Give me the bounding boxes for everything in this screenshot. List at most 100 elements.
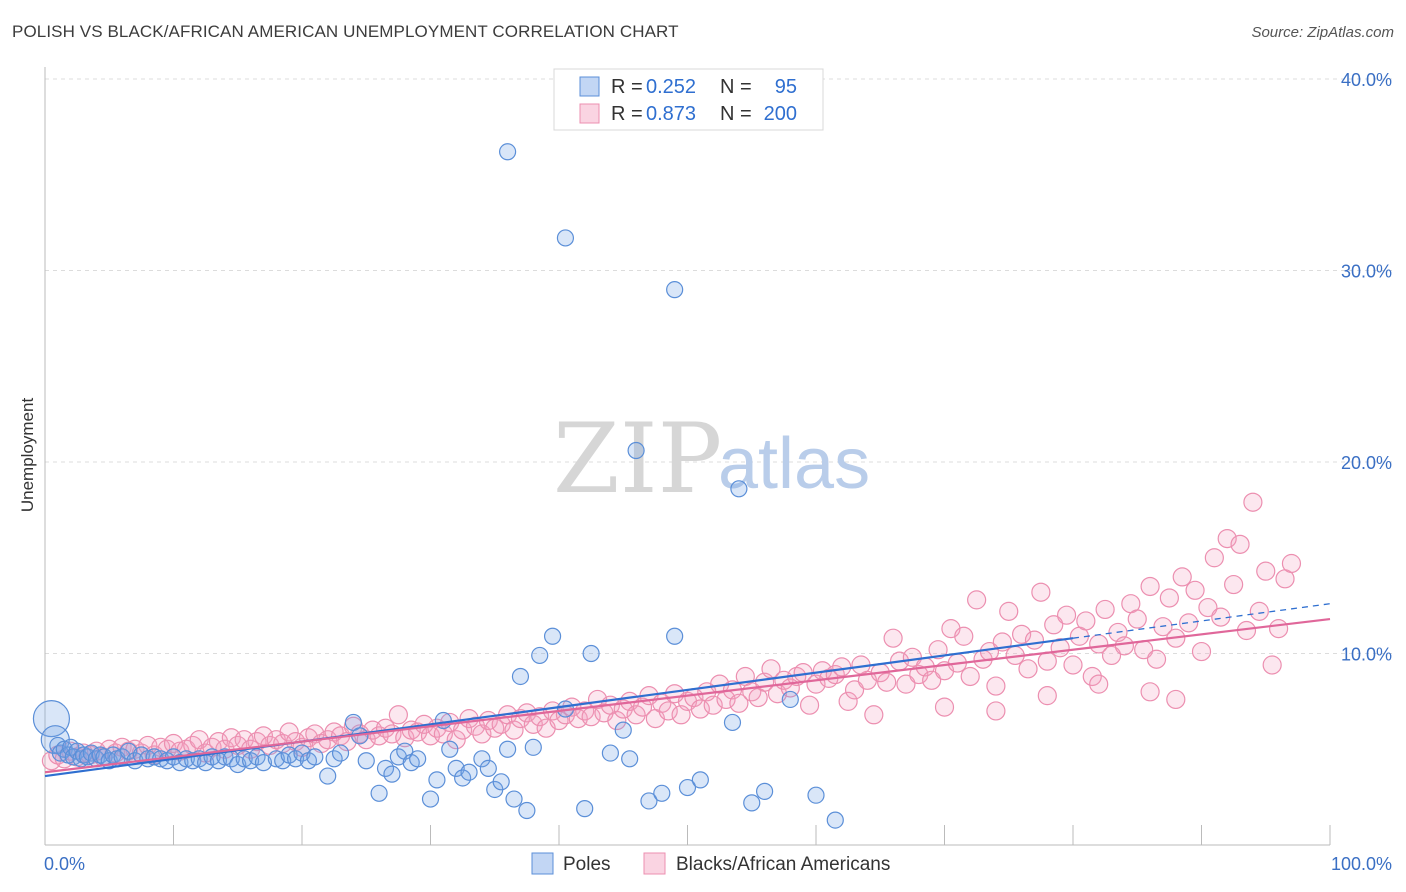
point-poles-96 (556, 229, 575, 247)
legend-r-value-poles: 0.252 (646, 76, 696, 98)
point-poles-88 (666, 627, 684, 645)
point-blacks-162 (1082, 666, 1102, 687)
point-blacks-63 (446, 730, 466, 750)
point-poles-78 (531, 646, 549, 665)
legend-swatch-blacks (579, 103, 600, 124)
point-blacks-169 (1127, 609, 1147, 629)
legend-n-label-poles: N = (720, 76, 752, 98)
point-poles-70 (479, 759, 497, 778)
point-poles-45 (286, 750, 305, 768)
point-blacks-180 (1198, 597, 1218, 618)
chart-title: POLISH VS BLACK/AFRICAN AMERICAN UNEMPLO… (12, 22, 679, 41)
point-blacks-149 (999, 601, 1019, 621)
trendlines (44, 603, 1331, 778)
point-blacks-54 (388, 705, 408, 725)
point-blacks-154 (1031, 582, 1051, 602)
point-poles-74 (505, 790, 523, 808)
point-blacks-144 (967, 590, 987, 610)
legend-r-label-blacks: R = (611, 103, 643, 125)
point-blacks-194 (934, 697, 955, 717)
point-blacks-152 (1018, 659, 1038, 679)
point-poles-73 (499, 740, 517, 758)
point-blacks-199 (1166, 689, 1186, 710)
point-blacks-137 (922, 670, 942, 690)
point-blacks-107 (729, 693, 749, 713)
point-blacks-124 (838, 691, 858, 711)
point-poles-63 (428, 771, 446, 789)
point-poles-95 (499, 143, 517, 161)
point-blacks-101 (690, 699, 710, 719)
point-blacks-147 (986, 676, 1006, 696)
y-tick-label-0: 10.0% (1341, 645, 1392, 665)
legend-swatch-poles (579, 76, 600, 97)
point-blacks-75 (523, 714, 543, 734)
point-poles-76 (518, 801, 536, 820)
legend-r-value-blacks: 0.873 (646, 103, 696, 125)
point-blacks-185 (1230, 534, 1250, 554)
point-poles-83 (601, 744, 620, 762)
point-blacks-181 (1204, 548, 1224, 568)
point-blacks-189 (1256, 561, 1276, 581)
y-axis-title: Unemployment (18, 398, 37, 513)
point-poles-93 (755, 782, 774, 800)
point-blacks-184 (1224, 574, 1244, 595)
point-poles-41 (254, 754, 273, 772)
x-tick-label-0: 0.0% (44, 854, 85, 874)
point-blacks-72 (504, 720, 524, 740)
point-poles-55 (370, 784, 388, 802)
point-blacks-37 (279, 722, 299, 742)
point-poles-40 (248, 748, 266, 766)
point-poles-72 (492, 773, 510, 791)
point-poles-90 (691, 771, 709, 789)
point-poles-94 (781, 690, 799, 709)
point-blacks-128 (864, 705, 884, 725)
point-poles-98 (627, 441, 645, 460)
point-blacks-91 (626, 705, 646, 725)
point-poles-67 (454, 769, 472, 787)
point-blacks-164 (1095, 599, 1115, 620)
point-blacks-155 (1037, 651, 1057, 671)
point-blacks-125 (844, 680, 865, 700)
watermark-zip: ZIP (553, 403, 722, 515)
y-tick-label-3: 40.0% (1341, 70, 1392, 90)
bottom-legend: Poles Blacks/African Americans (531, 852, 890, 875)
watermark: ZIP atlas (553, 403, 870, 515)
point-poles-99 (730, 480, 748, 498)
axes (44, 67, 1331, 846)
point-blacks-130 (877, 672, 897, 692)
point-poles-87 (653, 784, 671, 802)
point-poles-65 (441, 740, 459, 758)
point-poles-56 (376, 759, 395, 778)
point-poles-54 (357, 752, 375, 770)
point-poles-84 (621, 750, 639, 768)
point-blacks-143 (960, 666, 980, 687)
point-poles-43 (274, 752, 292, 770)
point-blacks-96 (658, 701, 678, 721)
point-poles-0 (32, 700, 71, 738)
point-poles-49 (319, 767, 337, 785)
bottom-legend-label-poles: Poles (563, 854, 611, 875)
y-tick-label-1: 20.0% (1341, 453, 1392, 473)
trendline-blacks (44, 617, 1331, 774)
point-blacks-138 (928, 640, 948, 660)
point-poles-81 (576, 800, 594, 818)
point-poles-100 (807, 786, 825, 804)
point-blacks-118 (799, 695, 820, 715)
point-blacks-195 (986, 701, 1006, 721)
point-blacks-198 (1140, 682, 1160, 702)
bottom-legend-swatch-blacks (643, 852, 666, 875)
point-blacks-33 (253, 726, 274, 746)
point-poles-85 (614, 721, 632, 739)
legend-n-label-blacks: N = (720, 103, 752, 125)
point-blacks-190 (1262, 655, 1282, 675)
point-blacks-133 (896, 674, 916, 694)
watermark-atlas: atlas (718, 424, 870, 504)
point-blacks-177 (1179, 613, 1199, 633)
point-poles-69 (473, 750, 491, 768)
bottom-legend-label-blacks: Blacks/African Americans (676, 854, 890, 875)
legend-n-value-poles: 95 (775, 76, 797, 98)
point-blacks-171 (1140, 576, 1160, 597)
point-poles-97 (666, 281, 684, 299)
point-poles-51 (331, 744, 350, 762)
